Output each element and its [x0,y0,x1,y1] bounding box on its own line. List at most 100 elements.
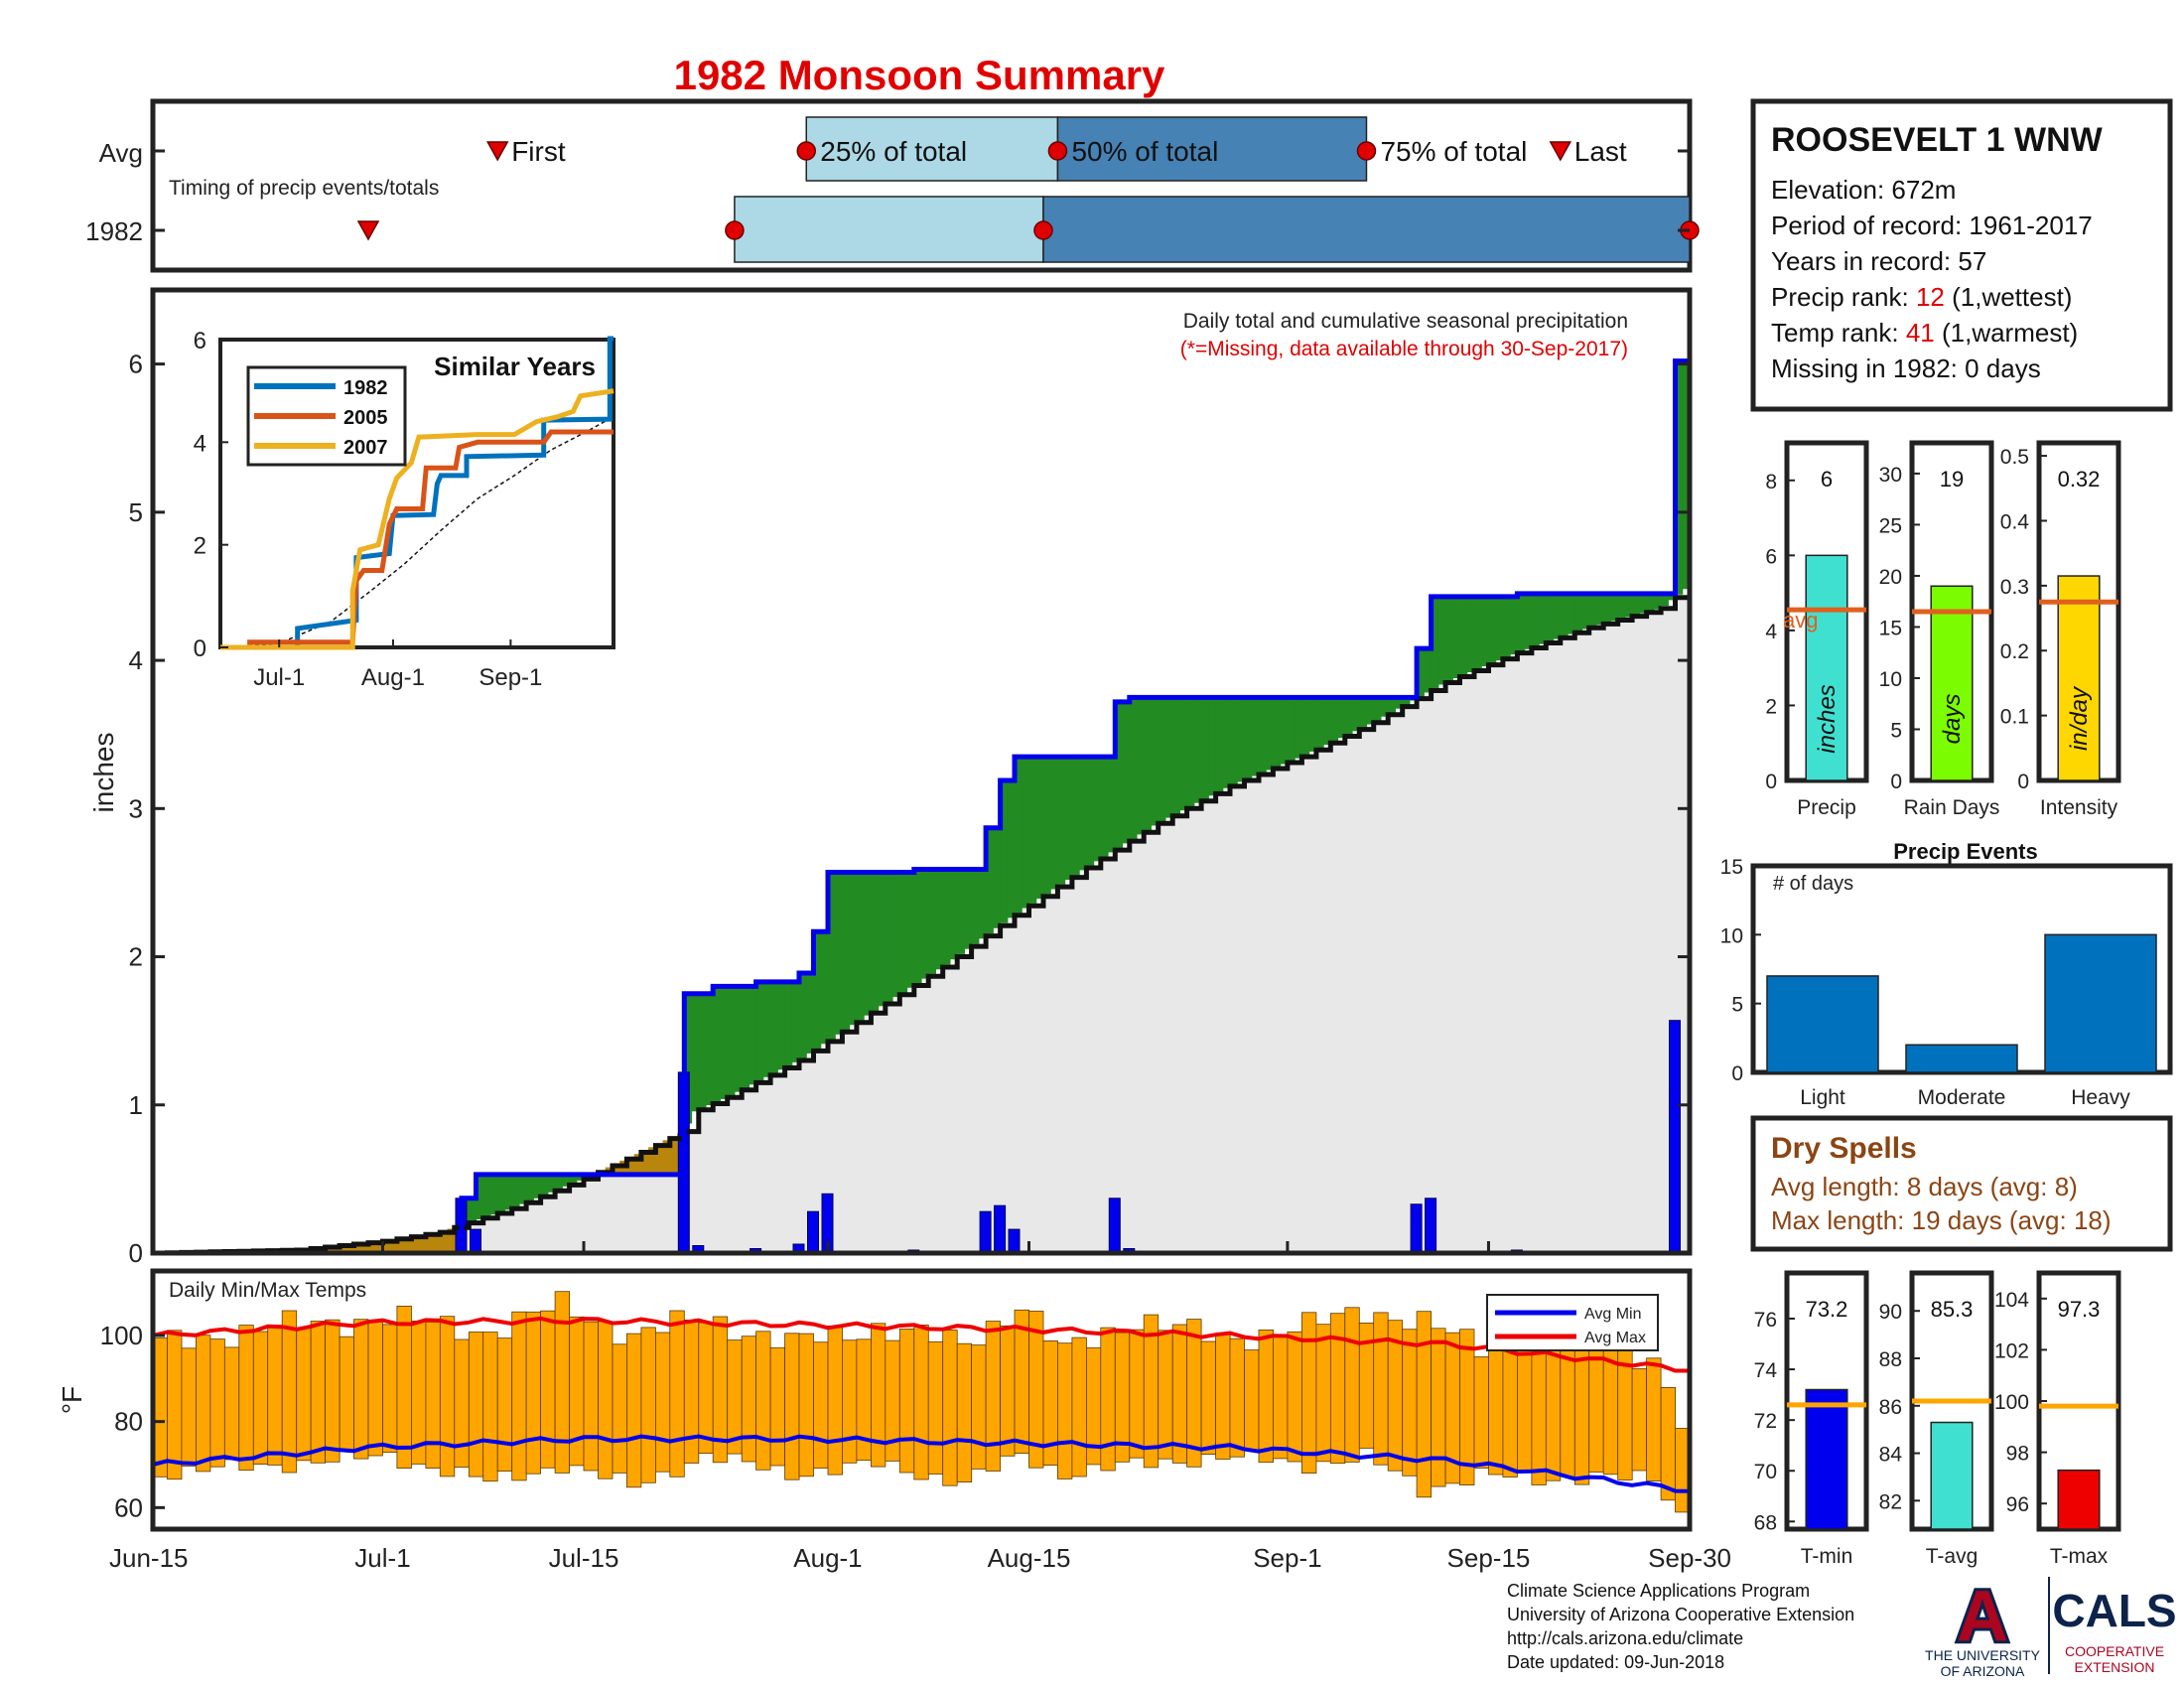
daily-temp-bar [1244,1349,1260,1451]
precip-y-tick-label: 2 [129,942,143,972]
inset-legend-label: 2007 [343,437,388,459]
surplus-band [1653,593,1662,610]
precip-chart-frame [150,287,1693,1256]
daily-temp-bar [339,1336,355,1451]
surplus-band [1323,697,1331,746]
surplus-band [1330,697,1339,742]
surplus-band [1574,593,1583,632]
daily-precip-bar [1669,1020,1681,1254]
daily-temp-bar [425,1322,441,1470]
date-axis-label: Jun-15 [109,1543,189,1573]
surplus-band [547,1174,556,1193]
mini-chart-value: 73.2 [1806,1297,1848,1322]
footer: Climate Science Applications Program Uni… [1507,1581,1854,1672]
mini-chart-bar [2057,575,2101,781]
deficit-band [648,1147,656,1175]
station-years: Years in record: 57 [1771,246,1986,276]
surplus-band [986,827,994,933]
surplus-band [1035,757,1044,900]
mini-chart-tick-label: 0 [1890,771,1902,793]
precip-rank-note: (1,wettest) [1945,282,2073,312]
surplus-band [1193,697,1202,803]
surplus-band [1546,593,1555,642]
daily-temp-bar [1014,1309,1029,1455]
surplus-band [691,993,700,1112]
surplus-band [935,869,944,970]
daily-temp-bar [640,1327,656,1483]
daily-temp-bar [842,1339,858,1464]
temp-chart-frame [150,1268,1693,1532]
mini-chart-tick-label: 72 [1754,1410,1777,1433]
mini-chart-t-max: 97.3 96 98 100 102 104 T-max [1994,1270,2121,1568]
station-missing: Missing in 1982: 0 days [1771,353,2041,383]
deficit-band [411,1236,420,1253]
surplus-band [1266,697,1274,771]
temp-legend: Avg Min Avg Max [1486,1294,1659,1351]
surplus-band [518,1174,527,1204]
footer-line-2: University of Arizona Cooperative Extens… [1507,1605,1854,1624]
surplus-band [1137,697,1145,835]
precip-event-tick-label: 10 [1720,924,1743,947]
daily-temp-bar [1646,1357,1662,1482]
mini-chart-unit: inches [1814,684,1841,753]
daily-temp-bar [1459,1329,1475,1485]
mini-chart-tick-label: 88 [1879,1348,1902,1371]
daily-temp-bar [784,1333,800,1480]
daily-temp-bar [1315,1324,1331,1463]
timing-caption: Timing of precip events/totals [169,177,439,200]
daily-temp-bar [525,1311,541,1475]
surplus-band [540,1174,549,1196]
mini-chart-tick-label: 0.1 [2000,706,2029,729]
avg-last-triangle [1549,141,1572,162]
deficit-band [353,1243,362,1253]
timing-label-p25: 25% of total [820,136,967,167]
precip-y-axis: 0 1 2 3 4 5 6 Jun-15 Jul-1 Jul-15 Aug-1 Aug-15 Sep-1… [109,350,1731,1573]
timing-label-first: First [511,136,566,167]
precip-event-tick-label: 0 [1731,1062,1743,1085]
date-axis-label: Sep-30 [1648,1543,1731,1573]
surplus-band [1273,697,1282,768]
avg-max-line [152,1316,1690,1373]
surplus-band [1295,697,1302,759]
deficit-band [396,1238,405,1253]
surplus-band [1359,697,1368,728]
mini-chart-tick-label: 8 [1765,471,1777,493]
surplus-band [1639,593,1648,614]
temp-rank-label: Temp rank: [1771,318,1906,348]
surplus-band [878,872,887,1007]
mini-chart-value: 6 [1821,467,1833,492]
daily-temp-bar [252,1331,269,1466]
surplus-band [576,1174,585,1181]
surplus-band [1531,593,1540,647]
surplus-band [1208,697,1217,796]
deficit-band [360,1242,369,1253]
precip-event-bar [1766,975,1879,1073]
mini-chart-bar [1805,554,1848,781]
daily-temp-bar [769,1346,785,1467]
surplus-band [1172,697,1180,814]
precip-chart-note: Daily total and cumulative seasonal prec… [1183,310,1628,333]
surplus-band [1100,757,1109,857]
surplus-band [892,872,900,998]
surplus-band [1115,701,1124,848]
inset-series-1982 [220,336,614,650]
surplus-band [1028,757,1037,904]
daily-precip-bar [807,1210,819,1254]
temp-rank-value: 41 [1906,318,1935,348]
surplus-band [1108,757,1116,853]
surplus-band [734,986,743,1092]
precip-y-tick-label: 1 [129,1090,143,1120]
temp-y-axis-label: °F [57,1386,87,1414]
surplus-band [1424,648,1433,693]
surplus-band [1230,697,1238,785]
daily-temp-bar [813,1341,829,1469]
surplus-band [1244,697,1253,779]
surplus-band [1158,697,1166,822]
dry-spells-title: Dry Spells [1771,1132,1917,1165]
footer-line-1: Climate Science Applications Program [1507,1581,1810,1601]
daily-temp-bar [956,1342,973,1482]
daily-temp-bar [468,1332,484,1477]
surplus-band [1043,757,1051,895]
inset-x-tick-label: Jul-1 [253,664,305,691]
surplus-band [1344,697,1353,735]
